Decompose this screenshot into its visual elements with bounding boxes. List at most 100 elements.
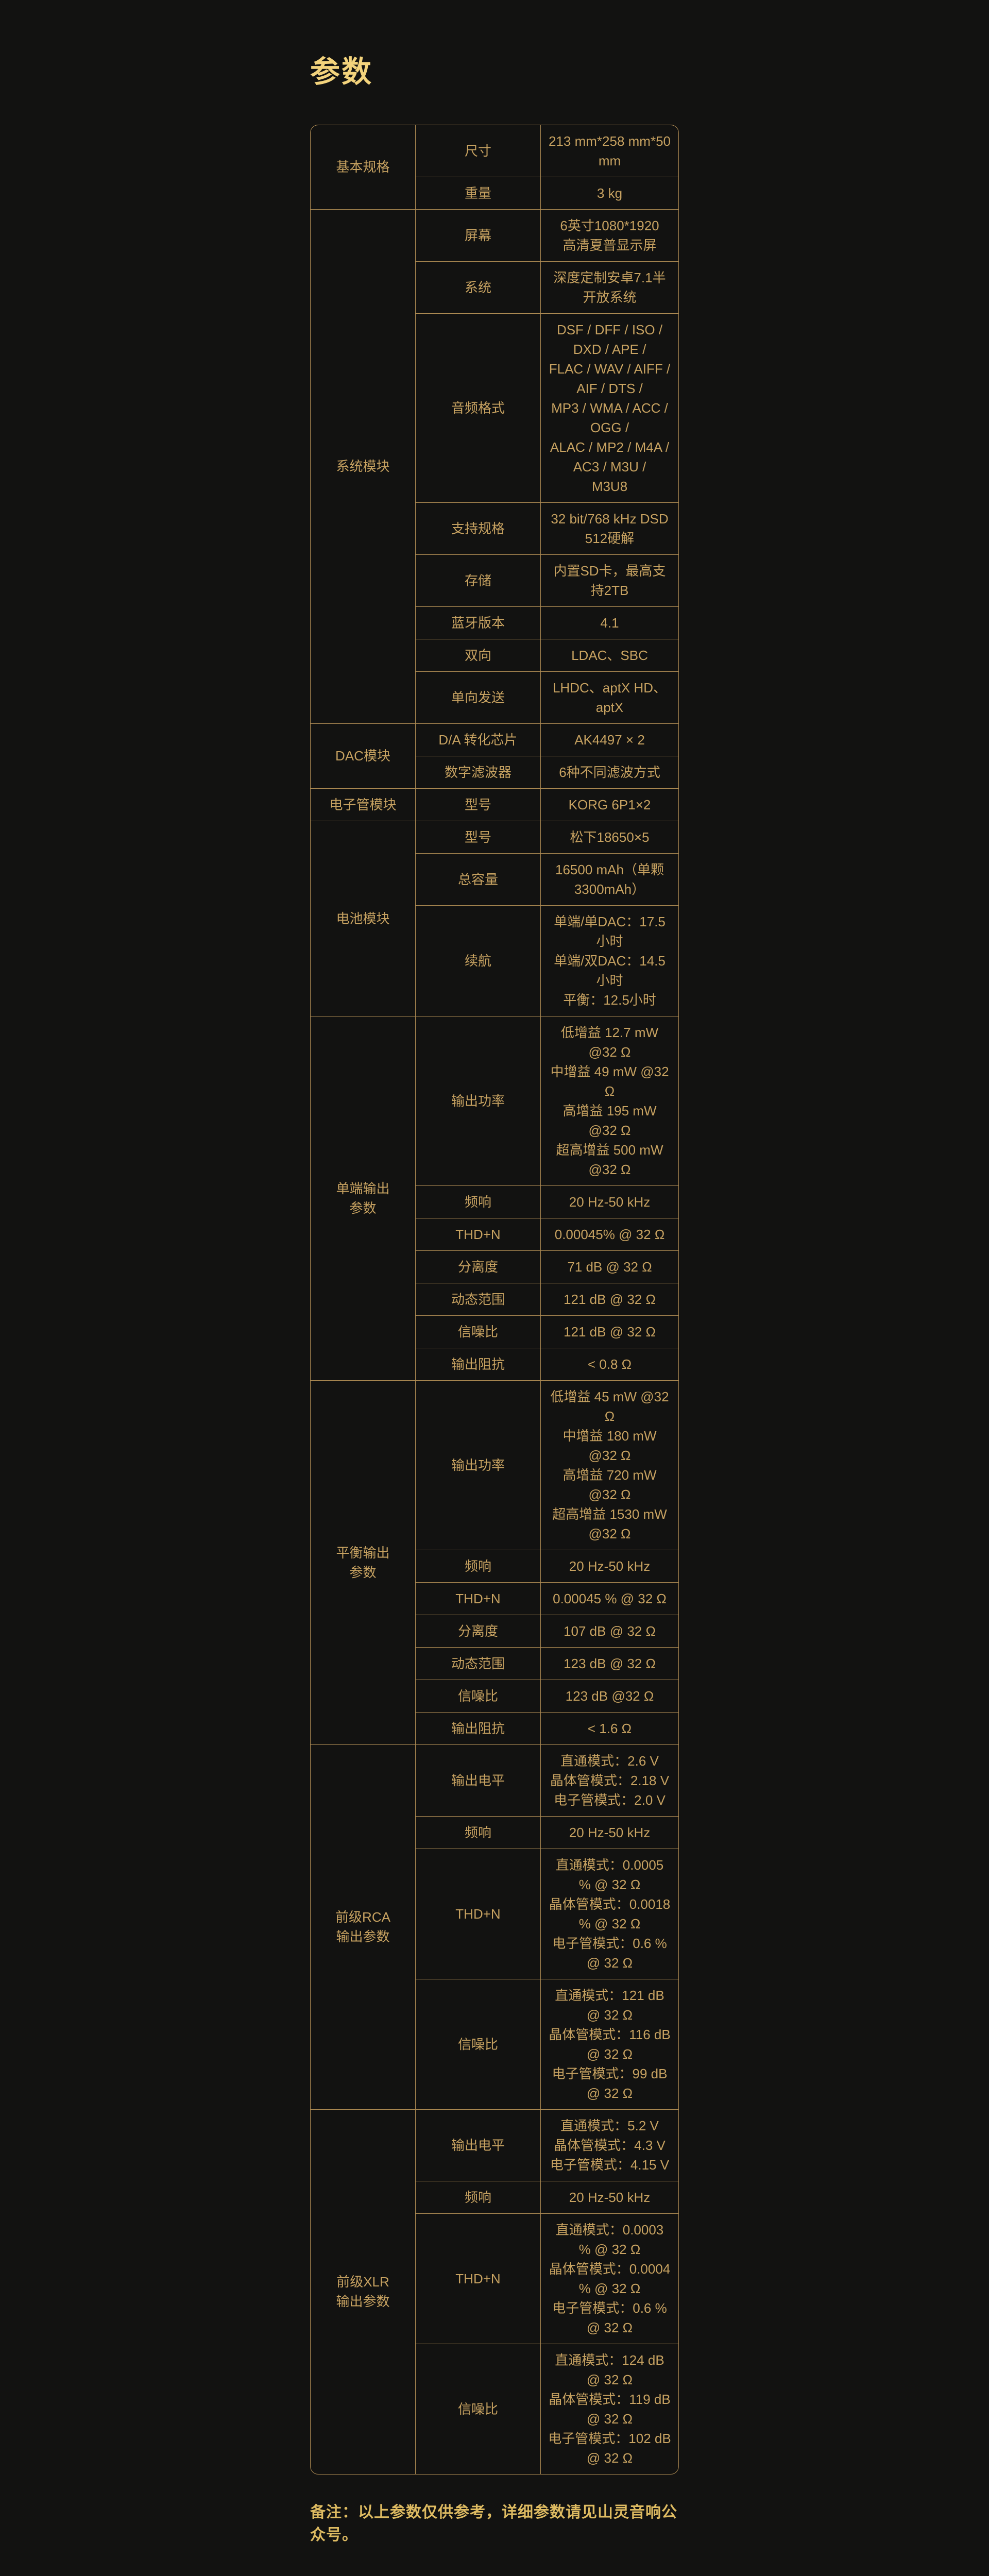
table-row: 总容量 16500 mAh（单颗3300mAh） — [311, 853, 678, 905]
table-row: 单端输出 参数 输出功率 低增益 12.7 mW @32 Ω 中增益 49 mW @… — [311, 1015, 678, 1216]
spec-value-cell: 6英寸1080*1920 高清夏普显示屏 — [540, 209, 678, 261]
spec-group-label: 前级XLR 输出参数 — [311, 2109, 415, 2474]
spec-value-cell: 20 Hz-50 kHz — [540, 1549, 678, 1582]
spec-name-cell: 信噪比 — [415, 1315, 540, 1348]
table-row: THD+N 0.00045% @ 32 Ω — [311, 1217, 678, 1250]
spec-group-label: 前级RCA 输出参数 — [311, 1744, 415, 2109]
spec-value-cell: 单端/单DAC：17.5小时 单端/双DAC：14.5小时 平衡：12.5小时 — [540, 905, 678, 1016]
spec-group-label: DAC模块 — [311, 723, 415, 788]
spec-value-cell: 121 dB @ 32 Ω — [540, 1315, 678, 1348]
spec-value-cell: 213 mm*258 mm*50 mm — [540, 125, 678, 177]
spec-name-cell: THD+N — [415, 2213, 540, 2344]
table-row: 基本规格 尺寸 213 mm*258 mm*50 mm — [311, 125, 678, 177]
spec-value-cell: 16500 mAh（单颗3300mAh） — [540, 853, 678, 905]
table-row: 支持规格 32 bit/768 kHz DSD 512硬解 — [311, 502, 678, 554]
table-row: 输出阻抗 < 0.8 Ω — [311, 1347, 678, 1380]
spec-name-cell: 重量 — [415, 176, 540, 209]
table-row: 双向 LDAC、SBC — [311, 638, 678, 671]
spec-group-label: 平衡输出 参数 — [311, 1380, 415, 1744]
spec-name-cell: 系统 — [415, 261, 540, 313]
spec-value-cell: 低增益 12.7 mW @32 Ω 中增益 49 mW @32 Ω 高增益 19… — [540, 1015, 678, 1185]
content-container: 参数 基本规格 尺寸 213 mm*258 mm*50 mm 重量 3 kg 系统模块 屏幕… — [310, 0, 679, 2576]
table-row: 蓝牙版本 4.1 — [311, 606, 678, 639]
spec-name-cell: 存储 — [415, 554, 540, 606]
spec-value-cell: 0.00045% @ 32 Ω — [540, 1217, 678, 1250]
footer-note: 备注：以上参数仅供参考，详细参数请见山灵音响公众号。 — [310, 2503, 677, 2544]
spec-name-cell: 支持规格 — [415, 502, 540, 554]
spec-name-cell: 输出阻抗 — [415, 1711, 540, 1744]
spec-name-cell: 总容量 — [415, 853, 540, 905]
spec-value-cell: 0.00045 % @ 32 Ω — [540, 1582, 678, 1615]
spec-name-cell: 尺寸 — [415, 125, 540, 177]
spec-name-cell: 蓝牙版本 — [415, 606, 540, 639]
spec-value-cell: 107 dB @ 32 Ω — [540, 1614, 678, 1647]
spec-value-cell: 20 Hz-50 kHz — [540, 1816, 678, 1849]
spec-value-cell: < 1.6 Ω — [540, 1711, 678, 1744]
spec-value-cell: DSF / DFF / ISO / DXD / APE / FLAC / WAV… — [540, 313, 678, 502]
table-row: 分离度 107 dB @ 32 Ω — [311, 1614, 678, 1647]
spec-value-cell: 直通模式：121 dB @ 32 Ω 晶体管模式：116 dB @ 32 Ω 电… — [540, 1978, 678, 2109]
spec-value-cell: LDAC、SBC — [540, 638, 678, 671]
spec-value-cell: 20 Hz-50 kHz — [540, 1185, 678, 1218]
spec-name-cell: 数字滤波器 — [415, 755, 540, 788]
page-title: 参数 — [310, 55, 373, 89]
spec-name-cell: 输出功率 — [415, 1380, 540, 1550]
spec-table: 基本规格 尺寸 213 mm*258 mm*50 mm 重量 3 kg 系统模块 屏幕 6英寸… — [311, 125, 678, 2474]
spec-value-cell: 4.1 — [540, 606, 678, 639]
table-row: 系统模块 屏幕 6英寸1080*1920 高清夏普显示屏 — [311, 209, 678, 474]
spec-value-cell: 121 dB @ 32 Ω — [540, 1282, 678, 1315]
table-row: 前级XLR 输出参数 输出电平 直通模式：5.2 V 晶体管模式：4.3 V 电子管… — [311, 2109, 678, 2309]
spec-name-cell: 输出功率 — [415, 1015, 540, 1185]
spec-name-cell: THD+N — [415, 1848, 540, 1979]
spec-name-cell: 频响 — [415, 2180, 540, 2213]
spec-table-frame: 基本规格 尺寸 213 mm*258 mm*50 mm 重量 3 kg 系统模块 屏幕 6英寸… — [310, 124, 679, 2475]
spec-name-cell: 信噪比 — [415, 1978, 540, 2109]
spec-name-cell: 信噪比 — [415, 1679, 540, 1712]
spec-value-cell: < 0.8 Ω — [540, 1347, 678, 1380]
spec-value-cell: 123 dB @32 Ω — [540, 1679, 678, 1712]
spec-name-cell: 输出阻抗 — [415, 1347, 540, 1380]
spec-value-cell: 123 dB @ 32 Ω — [540, 1647, 678, 1680]
spec-name-cell: 分离度 — [415, 1250, 540, 1283]
spec-name-cell: THD+N — [415, 1582, 540, 1615]
table-row: 动态范围 123 dB @ 32 Ω — [311, 1647, 678, 1680]
spec-value-cell: 直通模式：2.6 V 晶体管模式：2.18 V 电子管模式：2.0 V — [540, 1744, 678, 1816]
table-row: 续航 单端/单DAC：17.5小时 单端/双DAC：14.5小时 平衡：12.5小… — [311, 905, 678, 1016]
spec-name-cell: 型号 — [415, 820, 540, 853]
spec-name-cell: 信噪比 — [415, 2343, 540, 2474]
table-row: 信噪比 123 dB @32 Ω — [311, 1679, 678, 1712]
spec-value-cell: 71 dB @ 32 Ω — [540, 1250, 678, 1283]
spec-value-cell: AK4497 × 2 — [540, 723, 678, 756]
spec-value-cell: 直通模式：5.2 V 晶体管模式：4.3 V 电子管模式：4.15 V — [540, 2109, 678, 2181]
spec-name-cell: D/A 转化芯片 — [415, 723, 540, 756]
table-row: 系统 深度定制安卓7.1半开放系统 — [311, 261, 678, 313]
spec-name-cell: 输出电平 — [415, 1744, 540, 1816]
spec-name-cell: 频响 — [415, 1549, 540, 1582]
spec-value-cell: 内置SD卡，最高支持2TB — [540, 554, 678, 606]
spec-name-cell: 续航 — [415, 905, 540, 1016]
spec-value-cell: 3 kg — [540, 176, 678, 209]
table-row: 存储 内置SD卡，最高支持2TB — [311, 554, 678, 606]
table-row: 分离度 71 dB @ 32 Ω — [311, 1250, 678, 1283]
spec-name-cell: 频响 — [415, 1185, 540, 1218]
spec-value-cell: 6种不同滤波方式 — [540, 755, 678, 788]
table-row: 音频格式 DSF / DFF / ISO / DXD / APE / FLAC /… — [311, 313, 678, 502]
spec-name-cell: 单向发送 — [415, 671, 540, 723]
table-row: 重量 3 kg — [311, 176, 678, 209]
spec-value-cell: 20 Hz-50 kHz — [540, 2180, 678, 2213]
spec-value-cell: 低增益 45 mW @32 Ω 中增益 180 mW @32 Ω 高增益 720… — [540, 1380, 678, 1550]
spec-group-label: 单端输出 参数 — [311, 1015, 415, 1380]
spec-name-cell: 型号 — [415, 788, 540, 821]
table-row: 动态范围 121 dB @ 32 Ω — [311, 1282, 678, 1315]
table-row: 电子管模块 型号 KORG 6P1×2 — [311, 788, 678, 821]
spec-value-cell: KORG 6P1×2 — [540, 788, 678, 821]
spec-value-cell: 深度定制安卓7.1半开放系统 — [540, 261, 678, 313]
spec-group-label: 电池模块 — [311, 820, 415, 1016]
table-row: THD+N 0.00045 % @ 32 Ω — [311, 1582, 678, 1615]
spec-name-cell: 屏幕 — [415, 209, 540, 261]
spec-value-cell: 直通模式：0.0005 % @ 32 Ω 晶体管模式：0.0018 % @ 32… — [540, 1848, 678, 1979]
table-row: DAC模块 D/A 转化芯片 AK4497 × 2 — [311, 723, 678, 764]
spec-value-cell: 32 bit/768 kHz DSD 512硬解 — [540, 502, 678, 554]
table-row: 信噪比 121 dB @ 32 Ω — [311, 1315, 678, 1348]
spec-name-cell: 频响 — [415, 1816, 540, 1849]
